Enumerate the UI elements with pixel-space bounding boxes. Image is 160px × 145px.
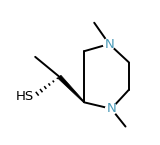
- Circle shape: [106, 103, 117, 114]
- Circle shape: [104, 38, 115, 50]
- Polygon shape: [58, 75, 85, 103]
- Text: HS: HS: [16, 90, 34, 103]
- Text: N: N: [104, 38, 114, 51]
- Text: N: N: [106, 102, 116, 115]
